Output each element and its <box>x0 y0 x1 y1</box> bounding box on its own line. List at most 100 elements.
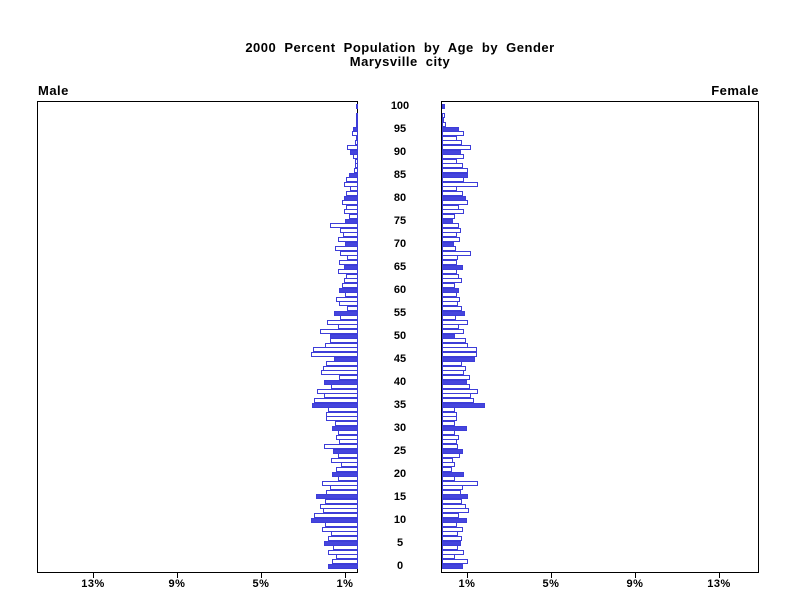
age-axis-label-0: 0 <box>396 560 404 572</box>
age-axis-label-40: 40 <box>393 376 407 388</box>
male-bar-age-11 <box>314 513 358 518</box>
male-bar-age-95 <box>353 127 358 132</box>
female-bar-age-35 <box>442 403 485 408</box>
male-bar-age-56 <box>347 306 358 311</box>
male-pct-1-label: 1% <box>336 578 354 590</box>
female-bar-age-45 <box>442 357 475 362</box>
male-bar-age-60 <box>339 288 358 293</box>
age-axis-label-65: 65 <box>393 261 407 273</box>
male-bar-age-71 <box>338 237 358 242</box>
male-bar-age-31 <box>335 421 358 426</box>
female-bar-age-6 <box>442 536 462 541</box>
female-pct-1-tick <box>467 573 468 578</box>
female-bar-age-30 <box>442 426 467 431</box>
female-pct-9-label: 9% <box>626 578 644 590</box>
female-bar-age-83 <box>442 182 478 187</box>
female-bar-age-46 <box>442 352 477 357</box>
male-bar-age-0 <box>328 564 358 569</box>
female-bar-age-96 <box>442 122 446 127</box>
male-bar-age-35 <box>312 403 358 408</box>
female-axis-label: Female <box>711 83 759 98</box>
male-bar-age-58 <box>336 297 358 302</box>
female-bar-age-71 <box>442 237 460 242</box>
female-bar-age-78 <box>442 205 459 210</box>
male-bar-age-85 <box>349 173 358 178</box>
female-bar-age-68 <box>442 251 471 256</box>
female-bar-age-60 <box>442 288 459 293</box>
female-bar-age-93 <box>442 136 457 141</box>
male-bar-age-100 <box>356 104 358 109</box>
male-bar-age-51 <box>320 329 358 334</box>
male-bar-age-43 <box>323 366 358 371</box>
female-bar-age-98 <box>442 113 445 118</box>
female-bar-age-28 <box>442 435 459 440</box>
female-bar-age-61 <box>442 283 455 288</box>
male-pct-9-tick <box>177 573 178 578</box>
female-bar-age-11 <box>442 513 459 518</box>
female-bar-age-33 <box>442 412 457 417</box>
female-plot-area <box>441 101 759 573</box>
male-bar-age-96 <box>356 122 358 127</box>
female-bar-age-10 <box>442 518 467 523</box>
male-bar-age-16 <box>326 490 358 495</box>
male-bar-age-6 <box>328 536 358 541</box>
male-bar-age-18 <box>322 481 358 486</box>
female-bar-age-26 <box>442 444 458 449</box>
female-bar-age-81 <box>442 191 463 196</box>
male-bar-age-33 <box>326 412 358 417</box>
male-bar-age-23 <box>331 458 358 463</box>
female-bar-age-75 <box>442 219 453 224</box>
female-bar-age-80 <box>442 196 466 201</box>
male-bar-age-10 <box>311 518 358 523</box>
age-axis-label-10: 10 <box>393 514 407 526</box>
female-bar-age-38 <box>442 389 478 394</box>
male-axis-label: Male <box>38 83 69 98</box>
male-bar-age-53 <box>327 320 358 325</box>
age-axis-label-45: 45 <box>393 353 407 365</box>
female-bar-age-21 <box>442 467 452 472</box>
male-bar-age-28 <box>336 435 358 440</box>
male-bar-age-83 <box>344 182 358 187</box>
age-axis-label-50: 50 <box>393 330 407 342</box>
male-bar-age-93 <box>356 136 358 141</box>
male-bar-age-20 <box>332 472 358 477</box>
male-bar-age-8 <box>322 527 358 532</box>
age-axis-label-85: 85 <box>393 169 407 181</box>
male-bar-age-68 <box>340 251 358 256</box>
female-bar-age-40 <box>442 380 467 385</box>
female-bar-age-31 <box>442 421 455 426</box>
age-axis-label-5: 5 <box>396 537 404 549</box>
male-bar-age-55 <box>334 311 358 316</box>
female-bar-age-53 <box>442 320 468 325</box>
male-pct-13-tick <box>93 573 94 578</box>
male-bar-age-46 <box>311 352 358 357</box>
female-pct-13-label: 13% <box>707 578 731 590</box>
male-bar-age-25 <box>333 449 358 454</box>
male-bar-age-65 <box>344 265 358 270</box>
male-pct-1-tick <box>345 573 346 578</box>
male-bar-age-14 <box>325 499 358 504</box>
female-bar-age-76 <box>442 214 455 219</box>
age-axis-label-80: 80 <box>393 192 407 204</box>
female-bar-age-50 <box>442 334 455 339</box>
female-pct-1-label: 1% <box>458 578 476 590</box>
male-bar-age-81 <box>346 191 358 196</box>
female-bar-age-14 <box>442 499 462 504</box>
female-bar-age-16 <box>442 490 461 495</box>
male-bar-age-80 <box>344 196 358 201</box>
female-bar-age-8 <box>442 527 463 532</box>
male-pct-5-label: 5% <box>252 578 270 590</box>
male-bar-age-91 <box>347 145 358 150</box>
female-bar-age-55 <box>442 311 465 316</box>
male-bar-age-50 <box>330 334 358 339</box>
chart-title-line1: 2000 Percent Population by Age by Gender <box>245 40 555 55</box>
female-bar-age-25 <box>442 449 463 454</box>
age-axis-label-25: 25 <box>393 445 407 457</box>
female-bar-age-13 <box>442 504 466 509</box>
male-pct-13-label: 13% <box>81 578 105 590</box>
male-bar-age-70 <box>345 242 358 247</box>
age-axis-label-55: 55 <box>393 307 407 319</box>
male-bar-age-5 <box>324 541 358 546</box>
male-bar-age-36 <box>314 398 358 403</box>
age-axis-label-15: 15 <box>393 491 407 503</box>
